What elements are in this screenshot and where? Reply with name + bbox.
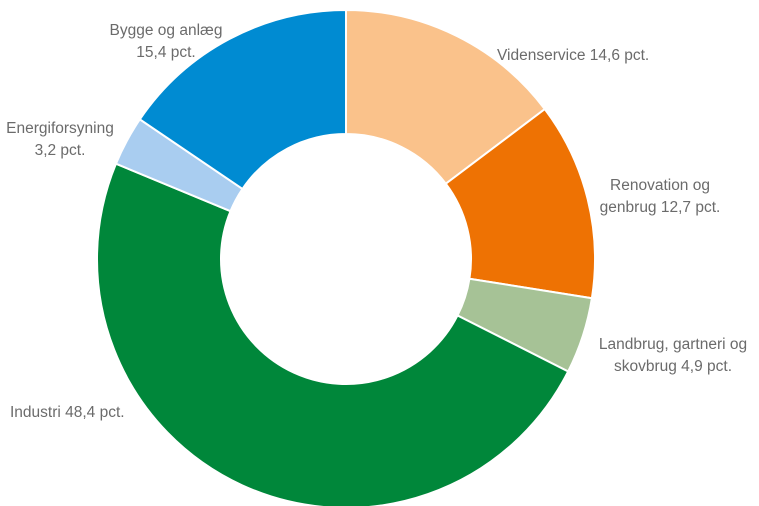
slice-renovation-og-genbrug xyxy=(444,107,596,300)
label-bygge-og-anl-g: Bygge og anlæg 15,4 pct. xyxy=(110,22,223,61)
label-industri: Industri 48,4 pct. xyxy=(10,404,125,421)
donut-slices xyxy=(96,8,596,506)
slice-videnservice xyxy=(345,8,547,186)
slice-industri xyxy=(96,162,570,506)
label-landbrug-gartneri-og-skovbrug: Landbrug, gartneri og skovbrug 4,9 pct. xyxy=(599,336,747,375)
label-videnservice: Videnservice 14,6 pct. xyxy=(497,47,649,64)
slice-bygge-og-anl-g xyxy=(138,8,347,191)
slice-labels: Videnservice 14,6 pct. Renovation og genbr… xyxy=(6,22,747,421)
label-renovation-og-genbrug: Renovation og genbrug 12,7 pct. xyxy=(600,177,721,216)
label-energiforsyning: Energiforsyning 3,2 pct. xyxy=(6,120,114,159)
